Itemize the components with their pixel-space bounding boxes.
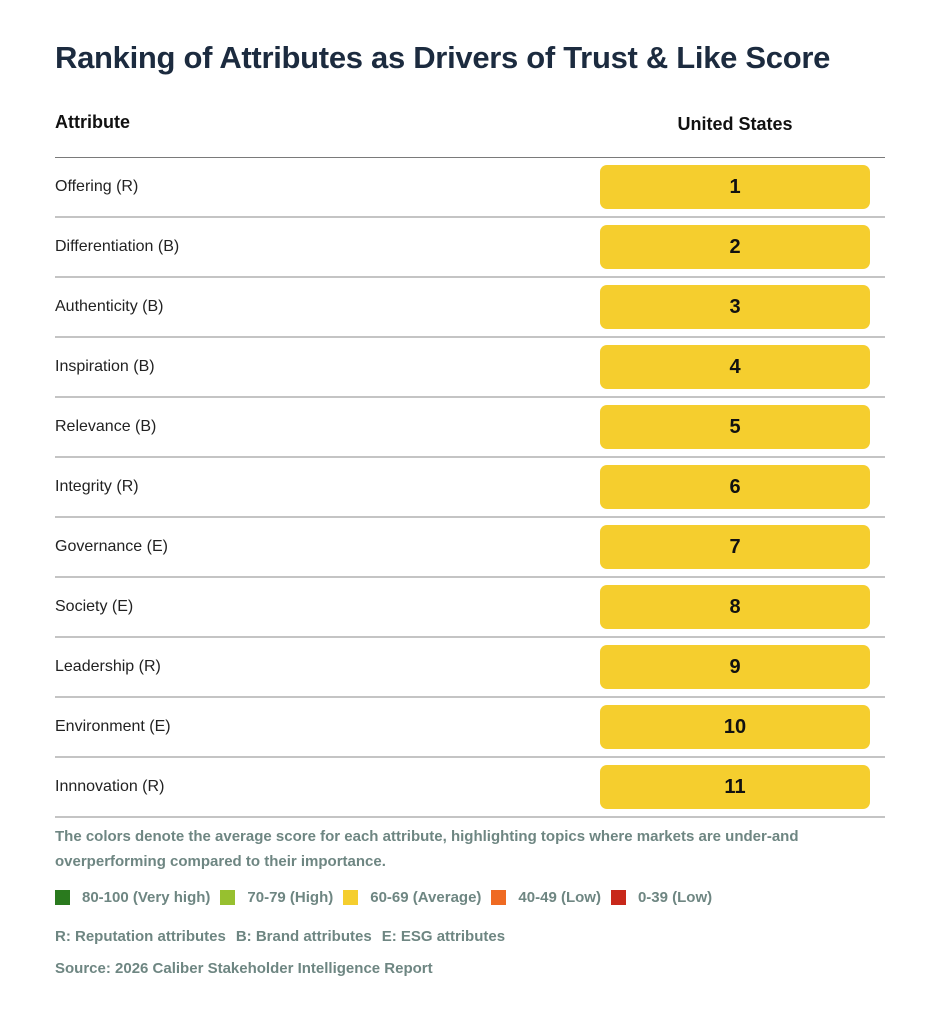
attribute-label: Offering (R) — [55, 178, 139, 195]
attribute-label: Environment (E) — [55, 718, 171, 735]
table-row: Inspiration (B) 4 — [55, 338, 885, 398]
attribute-label: Relevance (B) — [55, 418, 157, 435]
attribute-label: Integrity (R) — [55, 478, 139, 495]
legend-item: 60-69 (Average) — [343, 889, 481, 906]
color-note: The colors denote the average score for … — [55, 828, 799, 870]
table-top-rule — [55, 157, 885, 158]
column-header-attribute: Attribute — [55, 112, 130, 132]
legend-swatch-icon — [343, 890, 359, 905]
rank-cell: 2 — [600, 225, 870, 269]
legend-swatch-icon — [491, 890, 507, 905]
abbr-esg: E: ESG attributes — [381, 928, 506, 945]
rank-cell: 1 — [600, 165, 870, 209]
legend-item: 70-79 (High) — [220, 889, 333, 906]
table-row: Authenticity (B) 3 — [55, 278, 885, 338]
legend-swatch-icon — [55, 890, 70, 905]
source-note: Source: 2026 Caliber Stakeholder Intelli… — [55, 960, 433, 977]
legend-swatch-icon — [220, 890, 236, 905]
attribute-label: Differentiation (B) — [55, 238, 180, 255]
table-row: Society (E) 8 — [55, 578, 885, 638]
ranking-table: Offering (R) 1 Differentiation (B) 2 Authent… — [55, 157, 885, 818]
legend-item: 0-39 (Low) — [610, 889, 713, 906]
abbreviation-key: R: Reputation attributes B: Brand attrib… — [55, 928, 515, 945]
legend-item: 40-49 (Low) — [491, 889, 601, 906]
table-row: Offering (R) 1 — [55, 158, 885, 218]
legend-swatch-icon — [610, 890, 626, 905]
abbr-brand: B: Brand attributes — [235, 928, 372, 945]
chart-title: Ranking of Attributes as Drivers of Trus… — [55, 40, 831, 75]
abbr-reputation: R: Reputation attributes — [55, 928, 226, 945]
attribute-label: Inspiration (B) — [55, 358, 155, 375]
legend-label: 60-69 (Average) — [370, 889, 482, 906]
legend-item: 80-100 (Very high) — [55, 889, 210, 906]
rank-cell: 9 — [600, 645, 870, 689]
table-row: Relevance (B) 5 — [55, 398, 885, 458]
rank-cell: 7 — [600, 525, 870, 569]
table-row: Leadership (R) 9 — [55, 638, 885, 698]
legend-label: 40-49 (Low) — [518, 889, 601, 906]
table-row: Governance (E) 7 — [55, 518, 885, 578]
rank-cell: 4 — [600, 345, 870, 389]
rank-cell: 3 — [600, 285, 870, 329]
legend-label: 80-100 (Very high) — [82, 889, 211, 906]
attribute-label: Society (E) — [55, 598, 134, 615]
color-legend: 80-100 (Very high) 70-79 (High) 60-69 (Ave… — [55, 889, 722, 906]
attribute-label: Innnovation (R) — [55, 778, 165, 795]
table-row: Environment (E) 10 — [55, 698, 885, 758]
legend-label: 0-39 (Low) — [637, 889, 713, 906]
rank-cell: 11 — [600, 765, 870, 809]
table-row: Integrity (R) 6 — [55, 458, 885, 518]
attribute-label: Governance (E) — [55, 538, 168, 555]
table-row: Differentiation (B) 2 — [55, 218, 885, 278]
column-header-united-states: United States — [677, 114, 793, 134]
attribute-label: Leadership (R) — [55, 658, 161, 675]
table-body: Offering (R) 1 Differentiation (B) 2 Authent… — [55, 158, 885, 818]
attribute-label: Authenticity (B) — [55, 298, 164, 315]
table-row: Innnovation (R) 11 — [55, 758, 885, 818]
legend-label: 70-79 (High) — [247, 889, 334, 906]
rank-cell: 6 — [600, 465, 870, 509]
rank-cell: 8 — [600, 585, 870, 629]
rank-cell: 10 — [600, 705, 870, 749]
rank-cell: 5 — [600, 405, 870, 449]
